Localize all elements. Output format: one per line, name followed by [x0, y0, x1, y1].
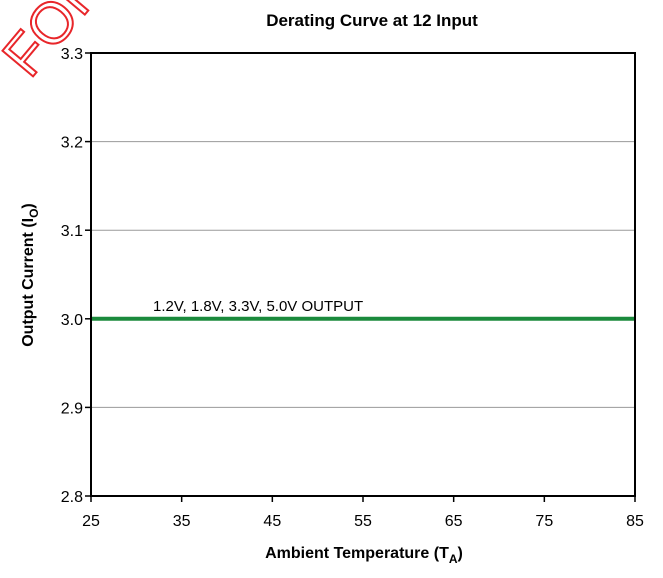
y-tick-label: 3.2	[61, 135, 83, 152]
series-label: 1.2V, 1.8V, 3.3V, 5.0V OUTPUT	[153, 298, 363, 315]
x-tick-label: 45	[263, 513, 281, 530]
x-tick-label: 35	[173, 513, 191, 530]
y-tick-label: 2.9	[61, 400, 83, 417]
x-tick-label: 55	[354, 513, 372, 530]
x-tick-label: 85	[626, 513, 644, 530]
y-tick-label: 2.8	[61, 489, 83, 506]
chart-title: Derating Curve at 12 Input	[266, 11, 478, 30]
x-tick-label: 25	[82, 513, 100, 530]
y-axis-label: Output Current (IO)	[20, 203, 41, 347]
svg-text:FOR: FOR	[0, 0, 119, 88]
y-axis-label-subscript: O	[27, 209, 41, 218]
plot-frame	[90, 52, 636, 497]
x-axis-ticks: 25 35 45 55 65 75 85	[82, 496, 644, 530]
x-tick-label: 75	[535, 513, 553, 530]
y-tick-label: 3.0	[61, 312, 83, 329]
x-axis-label: Ambient Temperature (TA)	[265, 545, 463, 566]
watermark: FOR	[0, 0, 120, 89]
y-axis-ticks: 2.8 2.9 3.0 3.1 3.2 3.3	[61, 46, 91, 506]
series-layer: 1.2V, 1.8V, 3.3V, 5.0V OUTPUT	[91, 298, 635, 321]
y-tick-label: 3.3	[61, 46, 83, 63]
x-axis-label-subscript: A	[449, 552, 458, 566]
x-tick-label: 65	[445, 513, 463, 530]
gridlines	[91, 141, 635, 408]
y-tick-label: 3.1	[61, 223, 83, 240]
